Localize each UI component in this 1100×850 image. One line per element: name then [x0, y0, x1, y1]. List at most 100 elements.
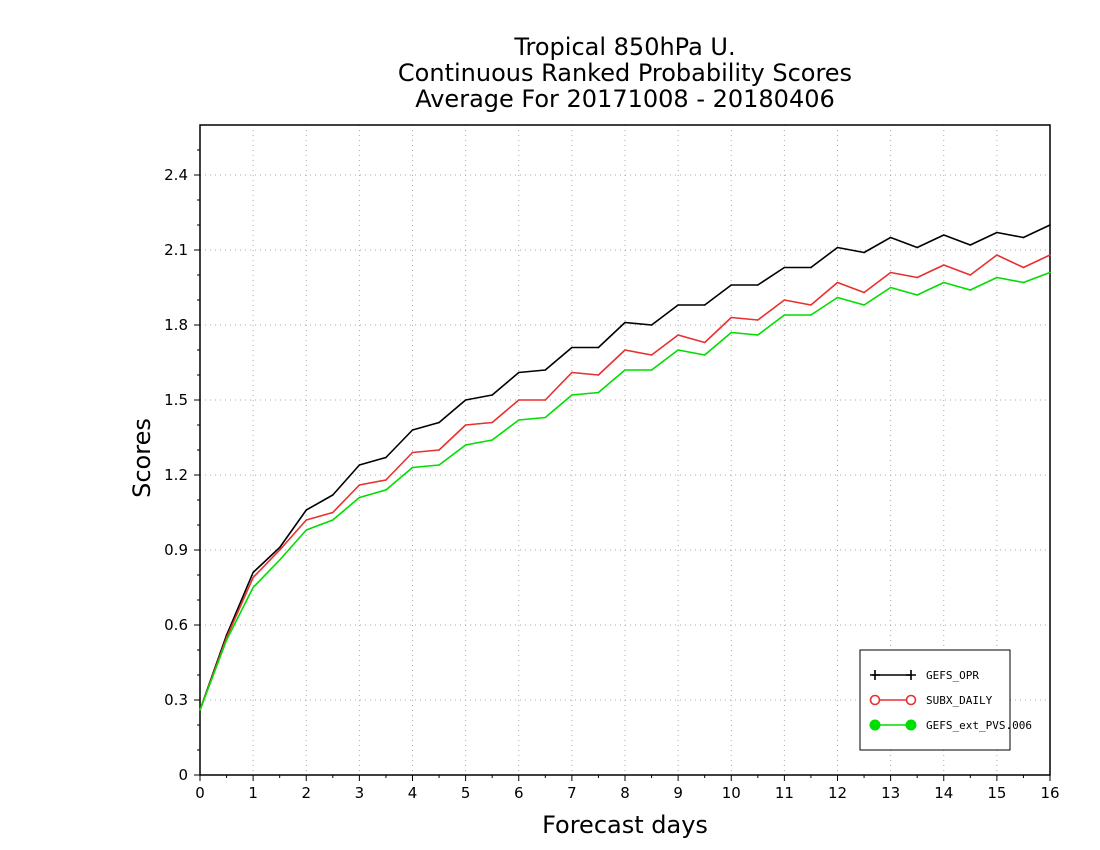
data-point	[677, 304, 679, 306]
data-point	[836, 281, 839, 284]
x-tick-label: 10	[722, 784, 741, 802]
x-tick-label: 0	[195, 784, 205, 802]
title-line-2: Continuous Ranked Probability Scores	[397, 59, 853, 87]
data-point	[730, 331, 733, 334]
data-point	[969, 289, 972, 291]
y-tick-label: 1.5	[164, 391, 188, 409]
data-point	[650, 324, 653, 326]
data-point	[252, 571, 254, 574]
y-tick-label: 1.8	[164, 316, 188, 334]
x-tick-label: 5	[461, 784, 471, 802]
data-point	[942, 234, 945, 236]
data-point	[491, 439, 493, 441]
y-tick-label: 0.3	[164, 691, 188, 709]
series-line-2	[199, 271, 1051, 711]
data-point	[278, 549, 281, 551]
data-point	[703, 304, 706, 306]
series-line-0	[199, 224, 1051, 711]
data-point	[517, 399, 520, 401]
x-tick-label: 1	[248, 784, 258, 802]
data-point	[358, 464, 361, 466]
x-tick-label: 13	[881, 784, 900, 802]
data-point	[278, 546, 281, 549]
data-point	[305, 519, 308, 521]
data-point	[438, 421, 440, 424]
data-point	[517, 419, 520, 421]
data-point	[571, 394, 573, 396]
data-point	[385, 479, 387, 481]
axis-ticks: 0 1 2 3 4 5 6 7 8 9 10 11 12 13 14 15 1600.30.60.91.21.5…	[164, 149, 1060, 802]
x-tick-label: 16	[1040, 784, 1059, 802]
data-point	[358, 484, 361, 486]
data-point	[411, 451, 414, 454]
data-point	[677, 334, 679, 336]
data-point	[863, 251, 865, 254]
data-point	[624, 369, 626, 371]
data-point	[624, 349, 626, 351]
data-point	[1049, 271, 1051, 274]
data-point	[996, 276, 998, 279]
data-point	[597, 346, 600, 349]
data-point	[703, 341, 706, 344]
data-point	[650, 354, 653, 356]
data-point	[783, 299, 786, 301]
x-tick-label: 3	[355, 784, 365, 802]
data-point	[889, 236, 892, 239]
x-tick-label: 7	[567, 784, 577, 802]
data-point	[464, 399, 467, 401]
data-point	[225, 639, 228, 641]
data-point	[810, 266, 812, 269]
data-point	[491, 421, 493, 424]
data-point	[1049, 224, 1051, 226]
data-point	[969, 244, 972, 246]
data-point	[889, 286, 892, 289]
legend: GEFS_OPR SUBX_DAILY GEFS_ext_PVS.006	[859, 649, 1032, 751]
data-point	[332, 511, 334, 514]
x-tick-label: 4	[408, 784, 418, 802]
chart-title: Tropical 850hPa U. Continuous Ranked Pro…	[0, 34, 1100, 112]
x-tick-label: 11	[775, 784, 794, 802]
x-tick-label: 9	[673, 784, 683, 802]
x-tick-label: 12	[828, 784, 847, 802]
data-point	[969, 274, 972, 276]
data-point	[305, 529, 308, 531]
series-lines	[199, 224, 1051, 711]
data-point	[597, 391, 600, 394]
x-tick-label: 8	[620, 784, 630, 802]
data-point	[464, 424, 467, 426]
data-point	[278, 559, 281, 561]
data-point	[916, 294, 918, 296]
data-point	[730, 284, 733, 286]
data-point	[438, 449, 440, 451]
y-tick-label: 0.6	[164, 616, 188, 634]
title-line-1: Tropical 850hPa U.	[514, 33, 736, 61]
data-point	[836, 246, 839, 249]
data-point	[385, 456, 387, 459]
legend-marker-filled-circle	[869, 719, 881, 731]
legend-marker-plus	[906, 670, 916, 680]
data-point	[332, 519, 334, 521]
y-tick-label: 2.4	[164, 166, 188, 184]
data-point	[996, 231, 998, 234]
data-point	[199, 709, 201, 711]
data-point	[624, 321, 626, 324]
legend-label: GEFS_OPR	[926, 669, 979, 682]
data-point	[863, 291, 865, 294]
x-tick-label: 14	[934, 784, 953, 802]
data-point	[757, 319, 759, 321]
x-axis-title: Forecast days	[542, 811, 708, 839]
data-point	[544, 416, 547, 419]
data-point	[836, 296, 839, 299]
data-point	[783, 314, 786, 316]
legend-marker-filled-circle	[905, 719, 917, 731]
data-point	[544, 399, 547, 401]
data-point	[544, 369, 547, 371]
legend-marker-open-circle	[905, 694, 917, 706]
data-point	[757, 284, 759, 286]
data-point	[863, 304, 865, 306]
data-point	[810, 314, 812, 316]
data-point	[411, 466, 414, 469]
y-tick-label: 1.2	[164, 466, 188, 484]
data-point	[942, 281, 945, 284]
